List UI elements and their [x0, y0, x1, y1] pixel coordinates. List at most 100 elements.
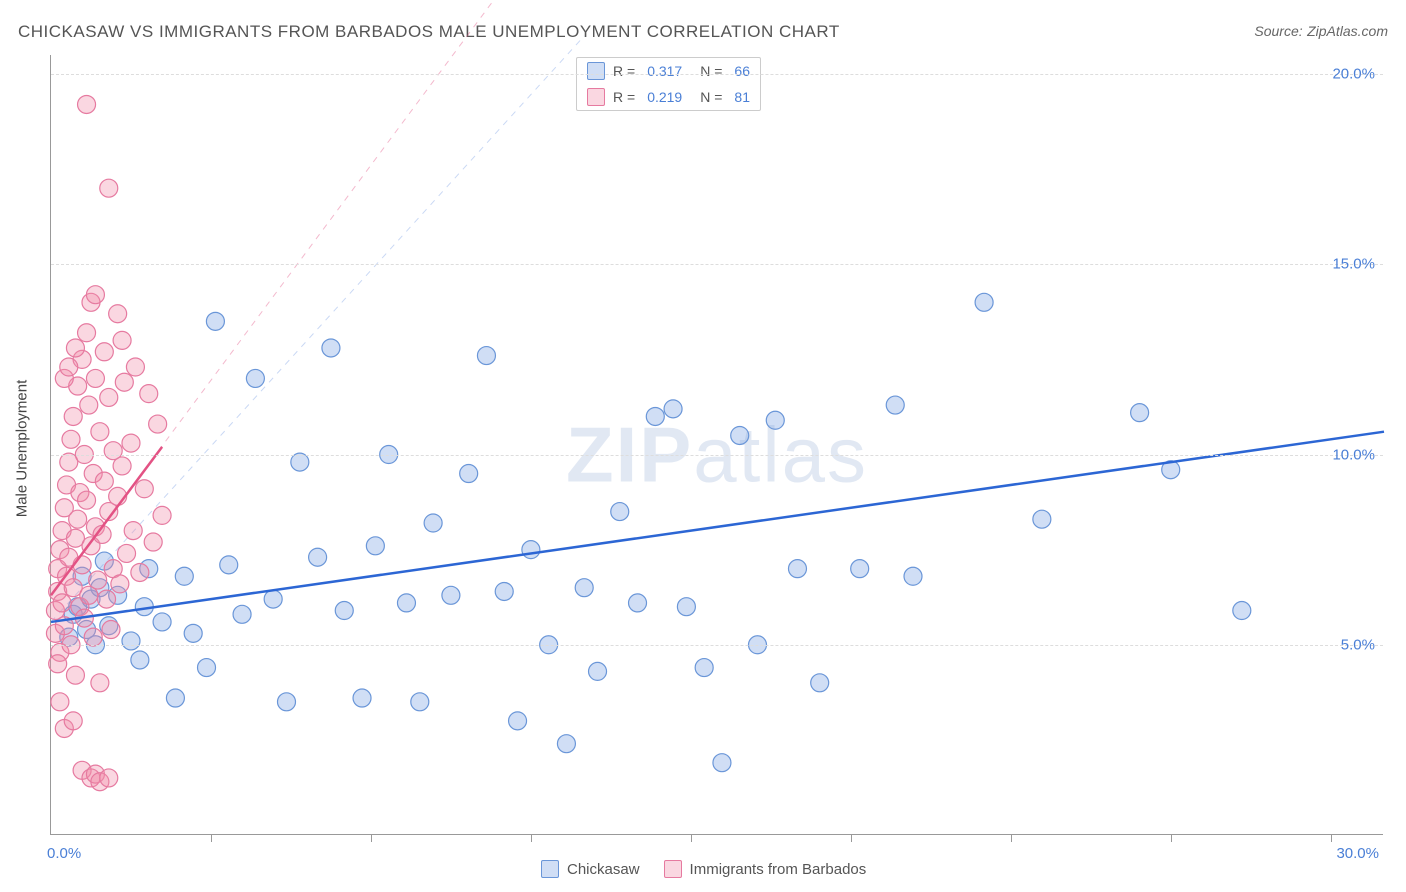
data-point	[1033, 510, 1051, 528]
x-tick	[1331, 834, 1332, 842]
data-point	[135, 480, 153, 498]
data-point	[166, 689, 184, 707]
data-point	[140, 385, 158, 403]
data-point	[113, 331, 131, 349]
data-point	[811, 674, 829, 692]
legend-swatch-icon	[587, 88, 605, 106]
correlation-legend: R = 0.317 N = 66 R = 0.219 N = 81	[576, 57, 761, 111]
data-point	[277, 693, 295, 711]
legend-r-label: R =	[613, 89, 635, 105]
data-point	[975, 293, 993, 311]
legend-row: R = 0.317 N = 66	[577, 58, 760, 84]
data-point	[509, 712, 527, 730]
data-point	[788, 560, 806, 578]
data-point	[69, 510, 87, 528]
data-point	[122, 434, 140, 452]
data-point	[442, 586, 460, 604]
data-point	[73, 556, 91, 574]
y-tick-label: 20.0%	[1332, 66, 1375, 83]
data-point	[64, 712, 82, 730]
data-point	[611, 503, 629, 521]
data-point	[64, 407, 82, 425]
trend-line	[51, 432, 1384, 622]
data-point	[1233, 602, 1251, 620]
data-point	[424, 514, 442, 532]
legend-n-value: 81	[734, 89, 750, 105]
data-point	[62, 430, 80, 448]
data-point	[713, 754, 731, 772]
y-tick-label: 10.0%	[1332, 446, 1375, 463]
data-point	[100, 179, 118, 197]
x-tick	[1011, 834, 1012, 842]
chart-title: CHICKASAW VS IMMIGRANTS FROM BARBADOS MA…	[18, 22, 840, 42]
data-point	[677, 598, 695, 616]
legend-n-value: 66	[734, 63, 750, 79]
data-point	[98, 590, 116, 608]
data-point	[766, 411, 784, 429]
data-point	[66, 339, 84, 357]
gridline	[51, 645, 1383, 646]
source-label: Source:	[1254, 23, 1302, 39]
data-point	[118, 544, 136, 562]
data-point	[66, 666, 84, 684]
data-point	[91, 423, 109, 441]
data-point	[589, 662, 607, 680]
data-point	[86, 369, 104, 387]
data-point	[291, 453, 309, 471]
data-point	[206, 312, 224, 330]
legend-row: R = 0.219 N = 81	[577, 84, 760, 110]
data-point	[51, 693, 69, 711]
data-point	[95, 472, 113, 490]
data-point	[153, 613, 171, 631]
data-point	[309, 548, 327, 566]
plot-area: ZIPatlas R = 0.317 N = 66 R = 0.219 N = …	[50, 55, 1383, 835]
data-point	[646, 407, 664, 425]
source-citation: Source: ZipAtlas.com	[1254, 23, 1388, 41]
x-tick	[371, 834, 372, 842]
data-point	[557, 735, 575, 753]
data-point	[126, 358, 144, 376]
y-tick-label: 15.0%	[1332, 256, 1375, 273]
data-point	[397, 594, 415, 612]
data-point	[220, 556, 238, 574]
data-point	[102, 621, 120, 639]
data-point	[477, 347, 495, 365]
data-point	[84, 628, 102, 646]
data-point	[175, 567, 193, 585]
data-point	[122, 632, 140, 650]
data-point	[575, 579, 593, 597]
legend-swatch-icon	[541, 860, 559, 878]
x-tick-label: 0.0%	[47, 845, 81, 862]
gridline	[51, 455, 1383, 456]
x-tick	[1171, 834, 1172, 842]
data-point	[78, 491, 96, 509]
legend-series-label: Immigrants from Barbados	[690, 861, 867, 878]
data-point	[353, 689, 371, 707]
legend-r-label: R =	[613, 63, 635, 79]
x-tick	[691, 834, 692, 842]
gridline	[51, 74, 1383, 75]
data-point	[78, 324, 96, 342]
data-point	[322, 339, 340, 357]
data-point	[335, 602, 353, 620]
legend-n-label: N =	[700, 63, 722, 79]
data-point	[78, 95, 96, 113]
data-point	[111, 575, 129, 593]
y-tick-label: 5.0%	[1341, 636, 1375, 653]
data-point	[366, 537, 384, 555]
legend-swatch-icon	[587, 62, 605, 80]
legend-r-value: 0.219	[647, 89, 682, 105]
data-point	[53, 594, 71, 612]
data-point	[100, 388, 118, 406]
data-point	[1131, 404, 1149, 422]
data-point	[904, 567, 922, 585]
data-point	[246, 369, 264, 387]
data-point	[629, 594, 647, 612]
legend-series-label: Chickasaw	[567, 861, 640, 878]
scatter-svg	[51, 55, 1383, 834]
data-point	[233, 605, 251, 623]
data-point	[731, 426, 749, 444]
source-name: ZipAtlas.com	[1307, 23, 1388, 39]
data-point	[131, 651, 149, 669]
data-point	[49, 655, 67, 673]
